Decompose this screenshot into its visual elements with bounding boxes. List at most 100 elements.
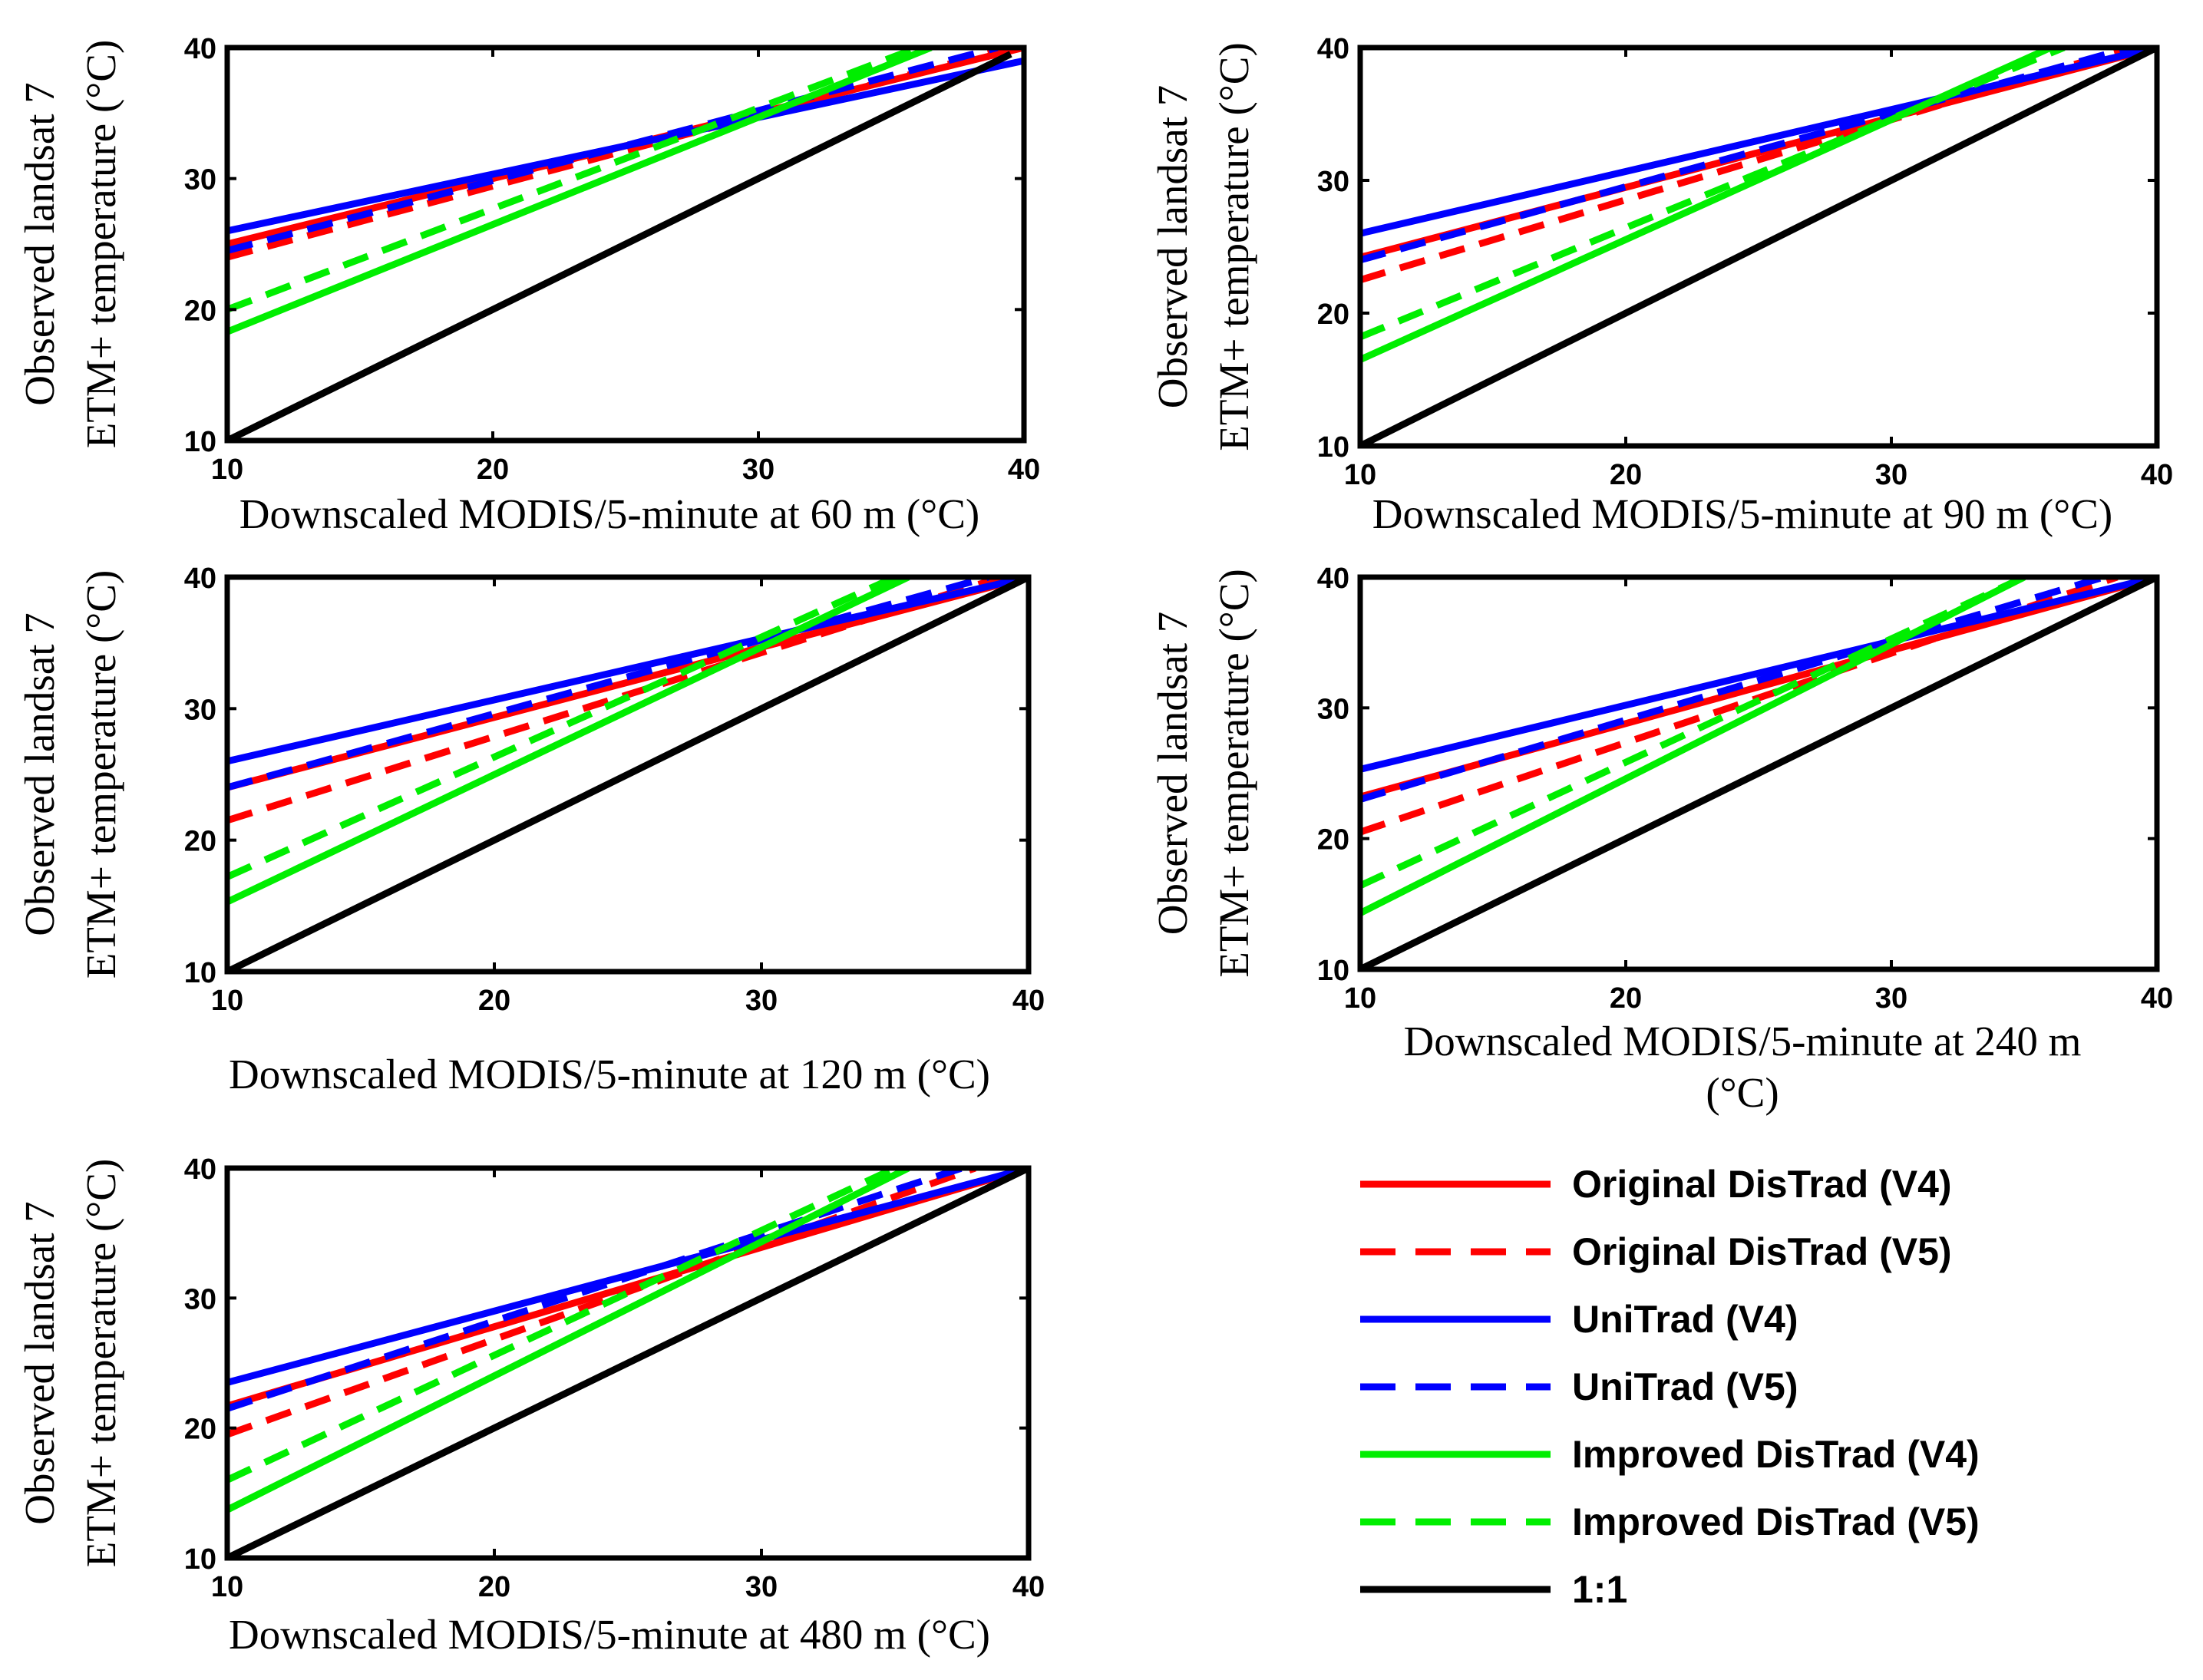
y-tick-label: 30 xyxy=(184,164,216,196)
series-line-imp_v4 xyxy=(227,1168,910,1513)
series-group xyxy=(227,1168,1029,1558)
x-tick-label: 20 xyxy=(1610,459,1642,491)
x-axis-label: Downscaled MODIS/5-minute at 240 m (°C) xyxy=(1404,1018,2082,1116)
y-axis-label-line2: ETM+ temperature (°C) xyxy=(1210,569,1257,978)
series-line-one xyxy=(1360,577,2157,969)
x-tick-label: 10 xyxy=(1344,459,1376,491)
y-axis-label-line2: ETM+ temperature (°C) xyxy=(78,570,124,979)
x-tick-label: 10 xyxy=(211,454,243,486)
x-tick-label: 40 xyxy=(2141,982,2173,1015)
series-line-one xyxy=(227,577,1029,972)
x-tick-label: 20 xyxy=(477,454,509,486)
series-line-imp_v5 xyxy=(227,577,897,880)
y-tick-label: 40 xyxy=(184,563,216,595)
x-tick-label: 20 xyxy=(478,1571,510,1603)
y-tick-label: 30 xyxy=(1317,166,1349,198)
y-axis-label-line2: ETM+ temperature (°C) xyxy=(78,40,124,449)
x-tick-label: 20 xyxy=(1610,982,1642,1015)
legend-item-orig_v5: Original DisTrad (V5) xyxy=(1360,1230,1952,1273)
series-line-one xyxy=(227,51,1012,441)
y-axis-label-line1: Observed landsat 7 xyxy=(16,82,63,406)
x-tick-label: 30 xyxy=(742,454,775,486)
series-line-uni_v5 xyxy=(227,48,999,254)
series-line-imp_v4 xyxy=(227,48,933,335)
series-line-one xyxy=(227,1168,1029,1558)
x-tick-label: 30 xyxy=(1875,982,1907,1015)
y-axis-label-line2: ETM+ temperature (°C) xyxy=(78,1159,124,1568)
y-tick-label: 10 xyxy=(1317,955,1349,987)
y-tick-label: 40 xyxy=(184,1154,216,1186)
y-tick-label: 10 xyxy=(184,957,216,989)
x-tick-label: 30 xyxy=(745,1571,778,1603)
series-line-one xyxy=(1360,48,2157,446)
series-line-orig_v5 xyxy=(227,577,1003,824)
x-tick-label: 10 xyxy=(1344,982,1376,1015)
series-group xyxy=(1360,48,2157,446)
legend-item-one: 1:1 xyxy=(1360,1568,1627,1611)
x-axis-label: Downscaled MODIS/5-minute at 90 m (°C) xyxy=(1372,490,2113,537)
axes-frame xyxy=(224,574,1032,975)
legend: Original DisTrad (V4) Original DisTrad (V… xyxy=(1360,1163,1980,1611)
legend-item-uni_v4: UniTrad (V4) xyxy=(1360,1298,1798,1341)
legend-label: UniTrad (V5) xyxy=(1572,1365,1798,1408)
x-axis-label: Downscaled MODIS/5-minute at 60 m (°C) xyxy=(239,490,980,537)
x-axis-label: Downscaled MODIS/5-minute at 480 m (°C) xyxy=(229,1611,990,1658)
y-tick-label: 20 xyxy=(184,1414,216,1446)
series-group xyxy=(1360,577,2157,969)
legend-label: Improved DisTrad (V4) xyxy=(1572,1433,1980,1476)
legend-label: Original DisTrad (V4) xyxy=(1572,1163,1952,1206)
series-line-uni_v4 xyxy=(1360,577,2157,773)
series-line-uni_v5 xyxy=(1360,48,2132,264)
axes-frame xyxy=(224,45,1027,444)
x-axis-label: Downscaled MODIS/5-minute at 120 m (°C) xyxy=(229,1051,990,1097)
x-tick-label: 30 xyxy=(745,985,778,1017)
y-tick-label: 30 xyxy=(184,1283,216,1315)
axes-frame xyxy=(1357,574,2160,972)
series-group xyxy=(227,48,1024,441)
x-tick-label: 10 xyxy=(211,1571,243,1603)
y-axis-label-line1: Observed landsat 7 xyxy=(16,612,63,936)
series-line-uni_v5 xyxy=(227,1168,963,1412)
legend-item-imp_v5: Improved DisTrad (V5) xyxy=(1360,1500,1980,1543)
y-tick-label: 20 xyxy=(1317,824,1349,857)
x-tick-label: 40 xyxy=(2141,459,2173,491)
y-tick-label: 40 xyxy=(1317,563,1349,595)
legend-item-imp_v4: Improved DisTrad (V4) xyxy=(1360,1433,1980,1476)
x-tick-label: 20 xyxy=(478,985,510,1017)
legend-item-uni_v5: UniTrad (V5) xyxy=(1360,1365,1798,1408)
y-axis-label-line1: Observed landsat 7 xyxy=(16,1201,63,1525)
y-axis-label-line1: Observed landsat 7 xyxy=(1149,85,1196,409)
y-tick-label: 30 xyxy=(1317,693,1349,725)
x-tick-label: 40 xyxy=(1012,1571,1045,1603)
series-line-imp_v4 xyxy=(227,577,910,906)
series-group xyxy=(227,577,1029,972)
y-axis-label-line2: ETM+ temperature (°C) xyxy=(1210,42,1257,451)
legend-item-orig_v4: Original DisTrad (V4) xyxy=(1360,1163,1952,1206)
y-tick-label: 40 xyxy=(1317,33,1349,65)
legend-label: Original DisTrad (V5) xyxy=(1572,1230,1952,1273)
series-line-uni_v4 xyxy=(1360,48,2157,237)
y-tick-label: 20 xyxy=(184,295,216,327)
legend-label: Improved DisTrad (V5) xyxy=(1572,1500,1980,1543)
series-line-orig_v5 xyxy=(227,48,1012,261)
x-tick-label: 40 xyxy=(1012,985,1045,1017)
y-tick-label: 30 xyxy=(184,694,216,726)
series-line-uni_v5 xyxy=(227,577,989,791)
x-tick-label: 40 xyxy=(1008,454,1040,486)
x-tick-label: 10 xyxy=(211,985,243,1017)
y-tick-label: 40 xyxy=(184,33,216,65)
series-line-uni_v4 xyxy=(227,577,1029,765)
y-tick-label: 10 xyxy=(184,1543,216,1576)
y-tick-label: 10 xyxy=(184,426,216,458)
series-line-imp_v5 xyxy=(1360,48,2066,341)
series-line-uni_v4 xyxy=(227,57,1024,235)
series-line-imp_v5 xyxy=(1360,577,2026,890)
legend-label: UniTrad (V4) xyxy=(1572,1298,1798,1341)
y-axis-label-line1: Observed landsat 7 xyxy=(1149,612,1196,936)
y-tick-label: 20 xyxy=(184,826,216,858)
